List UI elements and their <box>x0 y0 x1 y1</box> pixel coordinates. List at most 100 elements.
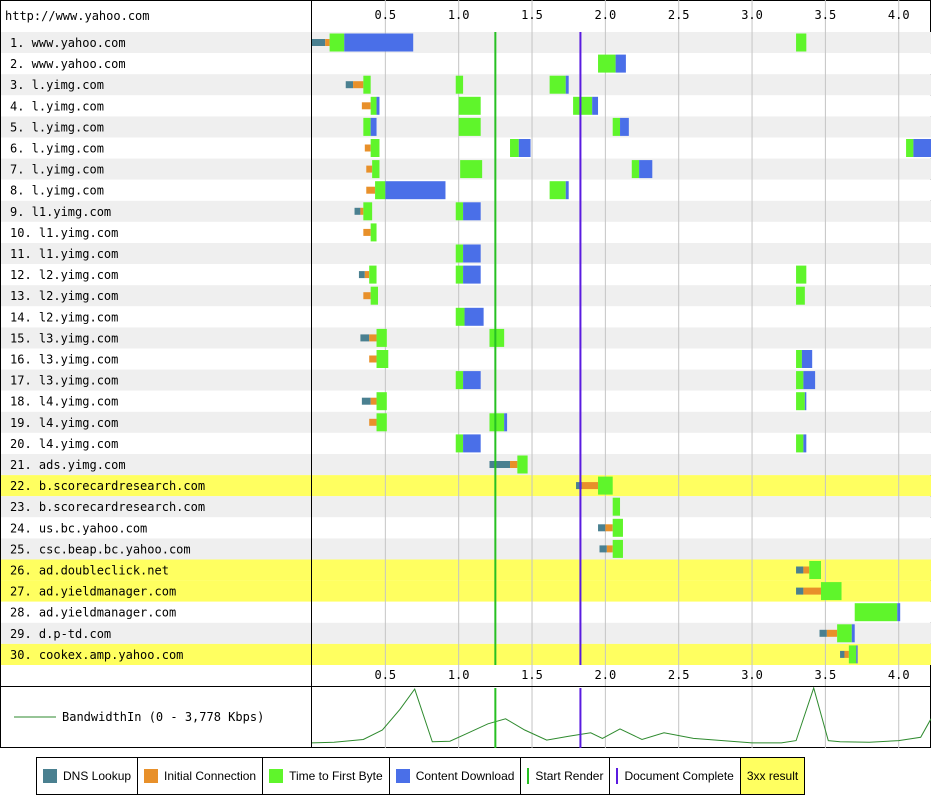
bar-download <box>592 96 599 115</box>
bar-ttfb <box>612 518 623 537</box>
doc-complete-swatch <box>616 768 619 784</box>
request-row-bg <box>1 327 931 349</box>
bar-download <box>464 307 484 326</box>
request-row-bg <box>1 580 931 602</box>
bar-ttfb <box>796 265 807 284</box>
bar-connect <box>606 545 613 553</box>
bar-ttfb <box>517 455 528 474</box>
bar-download <box>639 160 653 179</box>
bar-ttfb <box>372 160 380 179</box>
request-row-bg <box>1 137 931 159</box>
request-label: 19. l4.yimg.com <box>10 416 118 430</box>
bandwidth-panel: BandwidthIn (0 - 3,778 Kbps) <box>14 686 931 744</box>
start-render-swatch <box>527 768 530 784</box>
request-label: 14. l2.yimg.com <box>10 310 118 324</box>
legend-ttfb: Time to First Byte <box>263 758 390 794</box>
bar-download <box>463 371 481 390</box>
request-label: 21. ads.yimg.com <box>10 458 126 472</box>
request-label: 24. us.bc.yahoo.com <box>10 521 147 535</box>
request-row-bg <box>1 496 931 518</box>
request-label: 8. l.yimg.com <box>10 184 104 198</box>
request-label: 27. ad.yieldmanager.com <box>10 585 176 599</box>
request-label: 12. l2.yimg.com <box>10 268 118 282</box>
bar-ttfb <box>375 181 386 200</box>
bar-connect <box>325 39 330 46</box>
bar-ttfb <box>370 223 377 242</box>
bar-ttfb <box>489 328 505 347</box>
request-row-bg <box>1 285 931 307</box>
tick-label-top: 1.0 <box>448 8 470 22</box>
bar-ttfb <box>549 75 566 94</box>
bar-download <box>370 117 377 136</box>
request-row-bg <box>1 53 931 75</box>
tick-label-bottom: 1.5 <box>521 668 543 682</box>
request-label: 5. l.yimg.com <box>10 120 104 134</box>
bar-ttfb <box>837 624 852 643</box>
request-bars <box>312 33 931 664</box>
waterfall-chart: http://www.yahoo.com 1. www.yahoo.com 2. … <box>0 0 931 748</box>
bar-ttfb <box>370 96 377 115</box>
tick-label-bottom: 4.0 <box>888 668 910 682</box>
tick-label-top: 4.0 <box>888 8 910 22</box>
legend-doc-complete-label: Document Complete <box>624 769 734 783</box>
tick-labels: 0.5 0.5 1.0 1.0 1.5 1.5 2.0 2.0 2.5 2.5 3.0 3.0 3.5 3… <box>374 8 909 682</box>
bar-connect <box>844 650 849 658</box>
bar-download <box>518 139 531 157</box>
row-backgrounds <box>1 32 931 665</box>
bar-download <box>851 624 855 643</box>
bar-connect <box>364 271 370 279</box>
bar-ttfb <box>510 139 519 157</box>
request-label: 28. ad.yieldmanager.com <box>10 606 176 620</box>
request-row-bg <box>1 32 931 54</box>
bar-dns <box>361 397 371 405</box>
request-label: 4. l.yimg.com <box>10 99 104 113</box>
bar-ttfb <box>363 117 371 136</box>
legend-dns: DNS Lookup <box>37 758 139 794</box>
bar-dns <box>598 524 606 532</box>
bar-connect <box>364 144 371 152</box>
tick-label-bottom: 2.0 <box>595 668 617 682</box>
bar-ttfb <box>796 392 805 411</box>
request-row-bg <box>1 221 931 243</box>
legend-doc-complete: Document Complete <box>610 758 741 794</box>
bar-ttfb <box>376 392 387 411</box>
request-label: 15. l3.yimg.com <box>10 331 118 345</box>
bar-download <box>376 96 380 115</box>
bar-ttfb <box>376 413 387 432</box>
request-label: 9. l1.yimg.com <box>10 205 111 219</box>
legend-download-label: Content Download <box>415 769 515 783</box>
bar-ttfb <box>796 33 807 52</box>
dns-swatch <box>43 769 57 783</box>
bar-dns <box>360 334 370 342</box>
bar-dns <box>599 545 607 553</box>
bar-ttfb <box>489 413 505 432</box>
bar-download <box>615 54 626 73</box>
bar-ttfb <box>455 307 465 326</box>
bar-ttfb <box>796 350 802 368</box>
page-url: http://www.yahoo.com <box>5 9 150 23</box>
bar-download <box>385 181 446 200</box>
bar-ttfb <box>598 476 613 495</box>
bar-download <box>565 75 569 94</box>
bar-ttfb <box>549 181 566 200</box>
bar-download <box>897 603 901 622</box>
bar-download <box>504 413 508 432</box>
request-label: 25. csc.beap.bc.yahoo.com <box>10 542 191 556</box>
bar-connect <box>353 81 364 89</box>
bar-ttfb <box>455 75 464 94</box>
bar-download <box>463 202 481 221</box>
bar-connect <box>369 355 377 363</box>
tick-label-bottom: 2.5 <box>668 668 690 682</box>
bar-download <box>801 350 813 368</box>
bar-ttfb <box>598 54 616 73</box>
bar-connect <box>366 186 376 194</box>
request-row-bg <box>1 622 931 644</box>
legend-start-render: Start Render <box>521 758 611 794</box>
bar-dns <box>796 587 804 595</box>
bar-ttfb <box>573 96 593 115</box>
legend: DNS Lookup Initial Connection Time to Fi… <box>36 757 806 795</box>
bar-connect <box>366 165 373 173</box>
bar-dns <box>796 566 804 574</box>
request-label: 22. b.scorecardresearch.com <box>10 479 205 493</box>
download-swatch <box>395 769 410 783</box>
